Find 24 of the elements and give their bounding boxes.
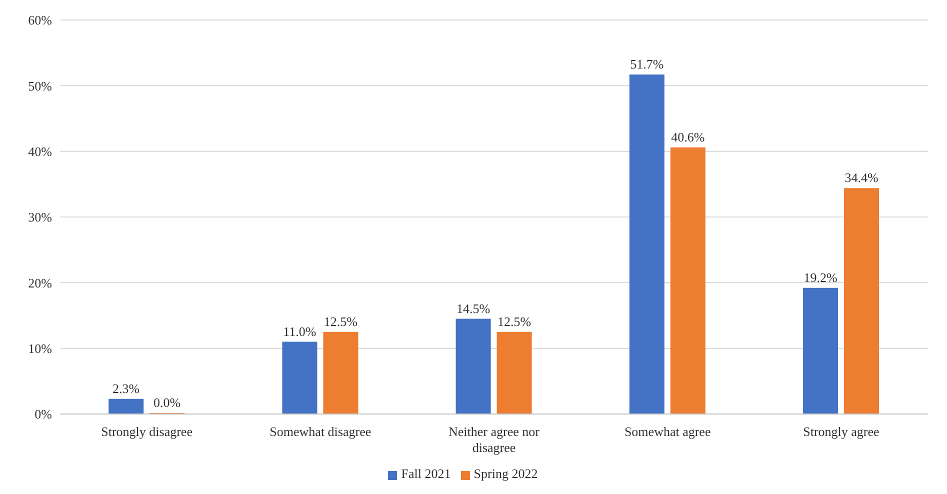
legend-label: Fall 2021 (401, 466, 451, 481)
x-tick-label: Strongly disagree (101, 424, 193, 439)
data-label: 11.0% (283, 324, 316, 339)
data-label: 19.2% (804, 270, 838, 285)
y-tick-label: 30% (28, 210, 52, 225)
x-tick-label: Neither agree nor disagree (448, 424, 540, 455)
data-label: 14.5% (456, 300, 490, 316)
x-tick-label: Somewhat agree (624, 424, 711, 439)
data-label: 34.4% (844, 170, 878, 186)
x-tick-label: Strongly agree (803, 424, 880, 439)
legend-label: Spring 2022 (474, 466, 538, 481)
data-label: 40.6% (671, 129, 705, 144)
y-tick-label: 40% (28, 144, 52, 159)
y-tick-label: 10% (28, 340, 52, 356)
data-label: 51.7% (630, 56, 664, 72)
y-tick-label: 20% (28, 275, 52, 290)
y-tick-label: 60% (28, 12, 52, 28)
data-label: 0.0% (154, 395, 181, 410)
data-label: 12.5% (498, 314, 532, 329)
data-label: 12.5% (324, 314, 358, 329)
y-tick-label: 50% (28, 78, 52, 94)
data-label: 2.3% (112, 380, 140, 396)
x-tick-label: Somewhat disagree (270, 424, 372, 439)
y-tick-label: 0% (34, 406, 52, 422)
